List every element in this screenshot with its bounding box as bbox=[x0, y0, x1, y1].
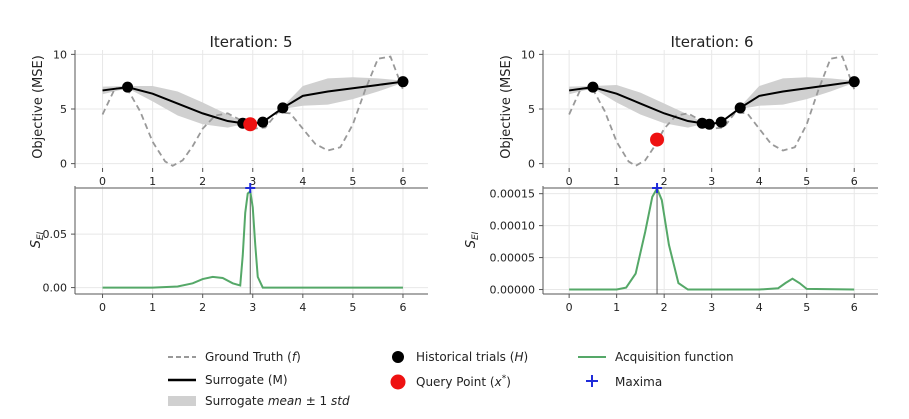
y-axis-label-objective: Objective (MSE) bbox=[31, 55, 46, 159]
y-tick-label: 0.00 bbox=[43, 282, 68, 295]
x-tick-label: 2 bbox=[199, 175, 206, 188]
acquisition-plot-iteration-5: 0 1 2 3 4 5 6 0.00 0.05 bbox=[43, 183, 428, 314]
legend-label-surrogate: Surrogate (M) bbox=[205, 373, 288, 387]
legend-item-historical-trials: Historical trials (H) bbox=[392, 350, 528, 364]
x-tick-label: 5 bbox=[803, 175, 810, 188]
acquisition-plot-iteration-6: 0 1 2 3 4 5 6 0.00000 0.00005 0.00010 0.00015 bbox=[490, 183, 878, 314]
objective-plot-iteration-6: 0 1 2 3 4 5 6 0 5 10 bbox=[521, 48, 878, 188]
x-tick-label: 3 bbox=[708, 301, 715, 314]
query-point bbox=[650, 132, 665, 147]
legend-label-ground-truth: Ground Truth (f) bbox=[205, 350, 301, 364]
panel-iteration-5: Iteration: 5 Objective (MSE) 0 1 2 3 4 5 6 0 5 10 bbox=[31, 33, 428, 188]
panel-title-iteration-6: Iteration: 6 bbox=[671, 33, 754, 51]
historical-trial-point bbox=[848, 76, 860, 88]
query-point bbox=[243, 117, 258, 132]
y-tick-label: 0 bbox=[60, 158, 67, 171]
y-tick-label: 5 bbox=[60, 103, 67, 116]
historical-trial-point bbox=[257, 116, 269, 128]
objective-plot-iteration-5: 0 1 2 3 4 5 6 0 5 10 bbox=[53, 48, 428, 188]
x-tick-label: 6 bbox=[399, 301, 406, 314]
legend-item-band: Surrogate mean ± 1 std bbox=[168, 394, 350, 408]
legend: Ground Truth (f) Surrogate (M) Surrogate… bbox=[168, 350, 734, 408]
x-tick-label: 6 bbox=[399, 175, 406, 188]
legend-black-dot-icon bbox=[392, 351, 404, 363]
x-tick-label: 5 bbox=[803, 301, 810, 314]
y-tick-label: 10 bbox=[521, 48, 535, 61]
panel-title-iteration-5: Iteration: 5 bbox=[210, 33, 293, 51]
x-tick-label: 1 bbox=[613, 301, 620, 314]
maxima-marker bbox=[652, 183, 663, 193]
x-tick-label: 0 bbox=[566, 175, 573, 188]
acquisition-function-line bbox=[102, 189, 403, 289]
historical-trial-point bbox=[715, 116, 727, 128]
historical-trial-point bbox=[703, 118, 715, 130]
x-tick-label: 6 bbox=[851, 175, 858, 188]
panel-acquisition-iteration-5: SEI 0 1 2 3 4 5 60.000.05 bbox=[29, 183, 428, 314]
legend-item-acquisition: Acquisition function bbox=[578, 350, 734, 364]
historical-trial-point bbox=[122, 81, 134, 93]
y-tick-label: 10 bbox=[53, 48, 67, 61]
panel-acquisition-iteration-6: SEI 0 1 2 3 4 5 6 0.00000 0.00005 0.00010 0.00015 bbox=[464, 183, 878, 314]
legend-label-band: Surrogate mean ± 1 std bbox=[205, 394, 350, 408]
legend-band-icon bbox=[168, 396, 196, 406]
x-tick-label: 3 bbox=[249, 175, 256, 188]
y-tick-label: 0 bbox=[528, 158, 535, 171]
y-tick-label: 0.00005 bbox=[490, 252, 536, 265]
legend-label-acquisition: Acquisition function bbox=[615, 350, 734, 364]
x-tick-label: 4 bbox=[756, 175, 763, 188]
y-axis-label-objective: Objective (MSE) bbox=[499, 55, 514, 159]
x-tick-label: 0 bbox=[99, 301, 106, 314]
x-tick-label: 3 bbox=[249, 301, 256, 314]
legend-label-historical-trials: Historical trials (H) bbox=[416, 350, 528, 364]
x-tick-label: 4 bbox=[299, 175, 306, 188]
x-tick-label: 5 bbox=[349, 301, 356, 314]
y-tick-label: 0.00015 bbox=[490, 188, 536, 201]
x-tick-label: 2 bbox=[661, 175, 668, 188]
x-tick-label: 1 bbox=[149, 301, 156, 314]
legend-label-query-point: Query Point (x*) bbox=[416, 374, 511, 389]
historical-trial-point bbox=[734, 102, 746, 114]
y-tick-label: 0.00000 bbox=[490, 284, 536, 297]
x-tick-label: 4 bbox=[299, 301, 306, 314]
historical-trial-point bbox=[587, 81, 599, 93]
x-tick-label: 2 bbox=[199, 301, 206, 314]
x-tick-label: 0 bbox=[566, 301, 573, 314]
legend-blue-plus-icon bbox=[586, 375, 598, 387]
y-tick-label: 5 bbox=[528, 103, 535, 116]
x-tick-label: 3 bbox=[708, 175, 715, 188]
x-tick-label: 5 bbox=[349, 175, 356, 188]
x-tick-label: 1 bbox=[613, 175, 620, 188]
x-tick-label: 2 bbox=[661, 301, 668, 314]
legend-red-dot-icon bbox=[390, 374, 406, 390]
historical-trial-point bbox=[397, 76, 409, 88]
historical-trial-point bbox=[277, 102, 289, 114]
acquisition-function-line bbox=[569, 186, 855, 291]
maxima-marker bbox=[245, 183, 256, 193]
x-tick-label: 0 bbox=[99, 175, 106, 188]
legend-item-maxima: Maxima bbox=[586, 375, 662, 389]
x-tick-label: 1 bbox=[149, 175, 156, 188]
legend-item-ground-truth: Ground Truth (f) bbox=[168, 350, 301, 364]
y-tick-label: 0.05 bbox=[43, 228, 68, 241]
x-tick-label: 6 bbox=[851, 301, 858, 314]
y-tick-label: 0.00010 bbox=[490, 220, 536, 233]
panel-iteration-6: Iteration: 6 Objective (MSE) 0 1 2 3 4 5 6 0 5 10 bbox=[499, 33, 878, 188]
x-tick-label: 4 bbox=[756, 301, 763, 314]
legend-item-query-point: Query Point (x*) bbox=[390, 374, 511, 390]
legend-label-maxima: Maxima bbox=[615, 375, 662, 389]
surrogate-std-band bbox=[102, 77, 403, 128]
legend-item-surrogate: Surrogate (M) bbox=[168, 373, 288, 387]
ground-truth-line bbox=[568, 55, 856, 167]
y-axis-label-sei: SEI bbox=[464, 231, 481, 248]
surrogate-std-band bbox=[569, 77, 855, 128]
